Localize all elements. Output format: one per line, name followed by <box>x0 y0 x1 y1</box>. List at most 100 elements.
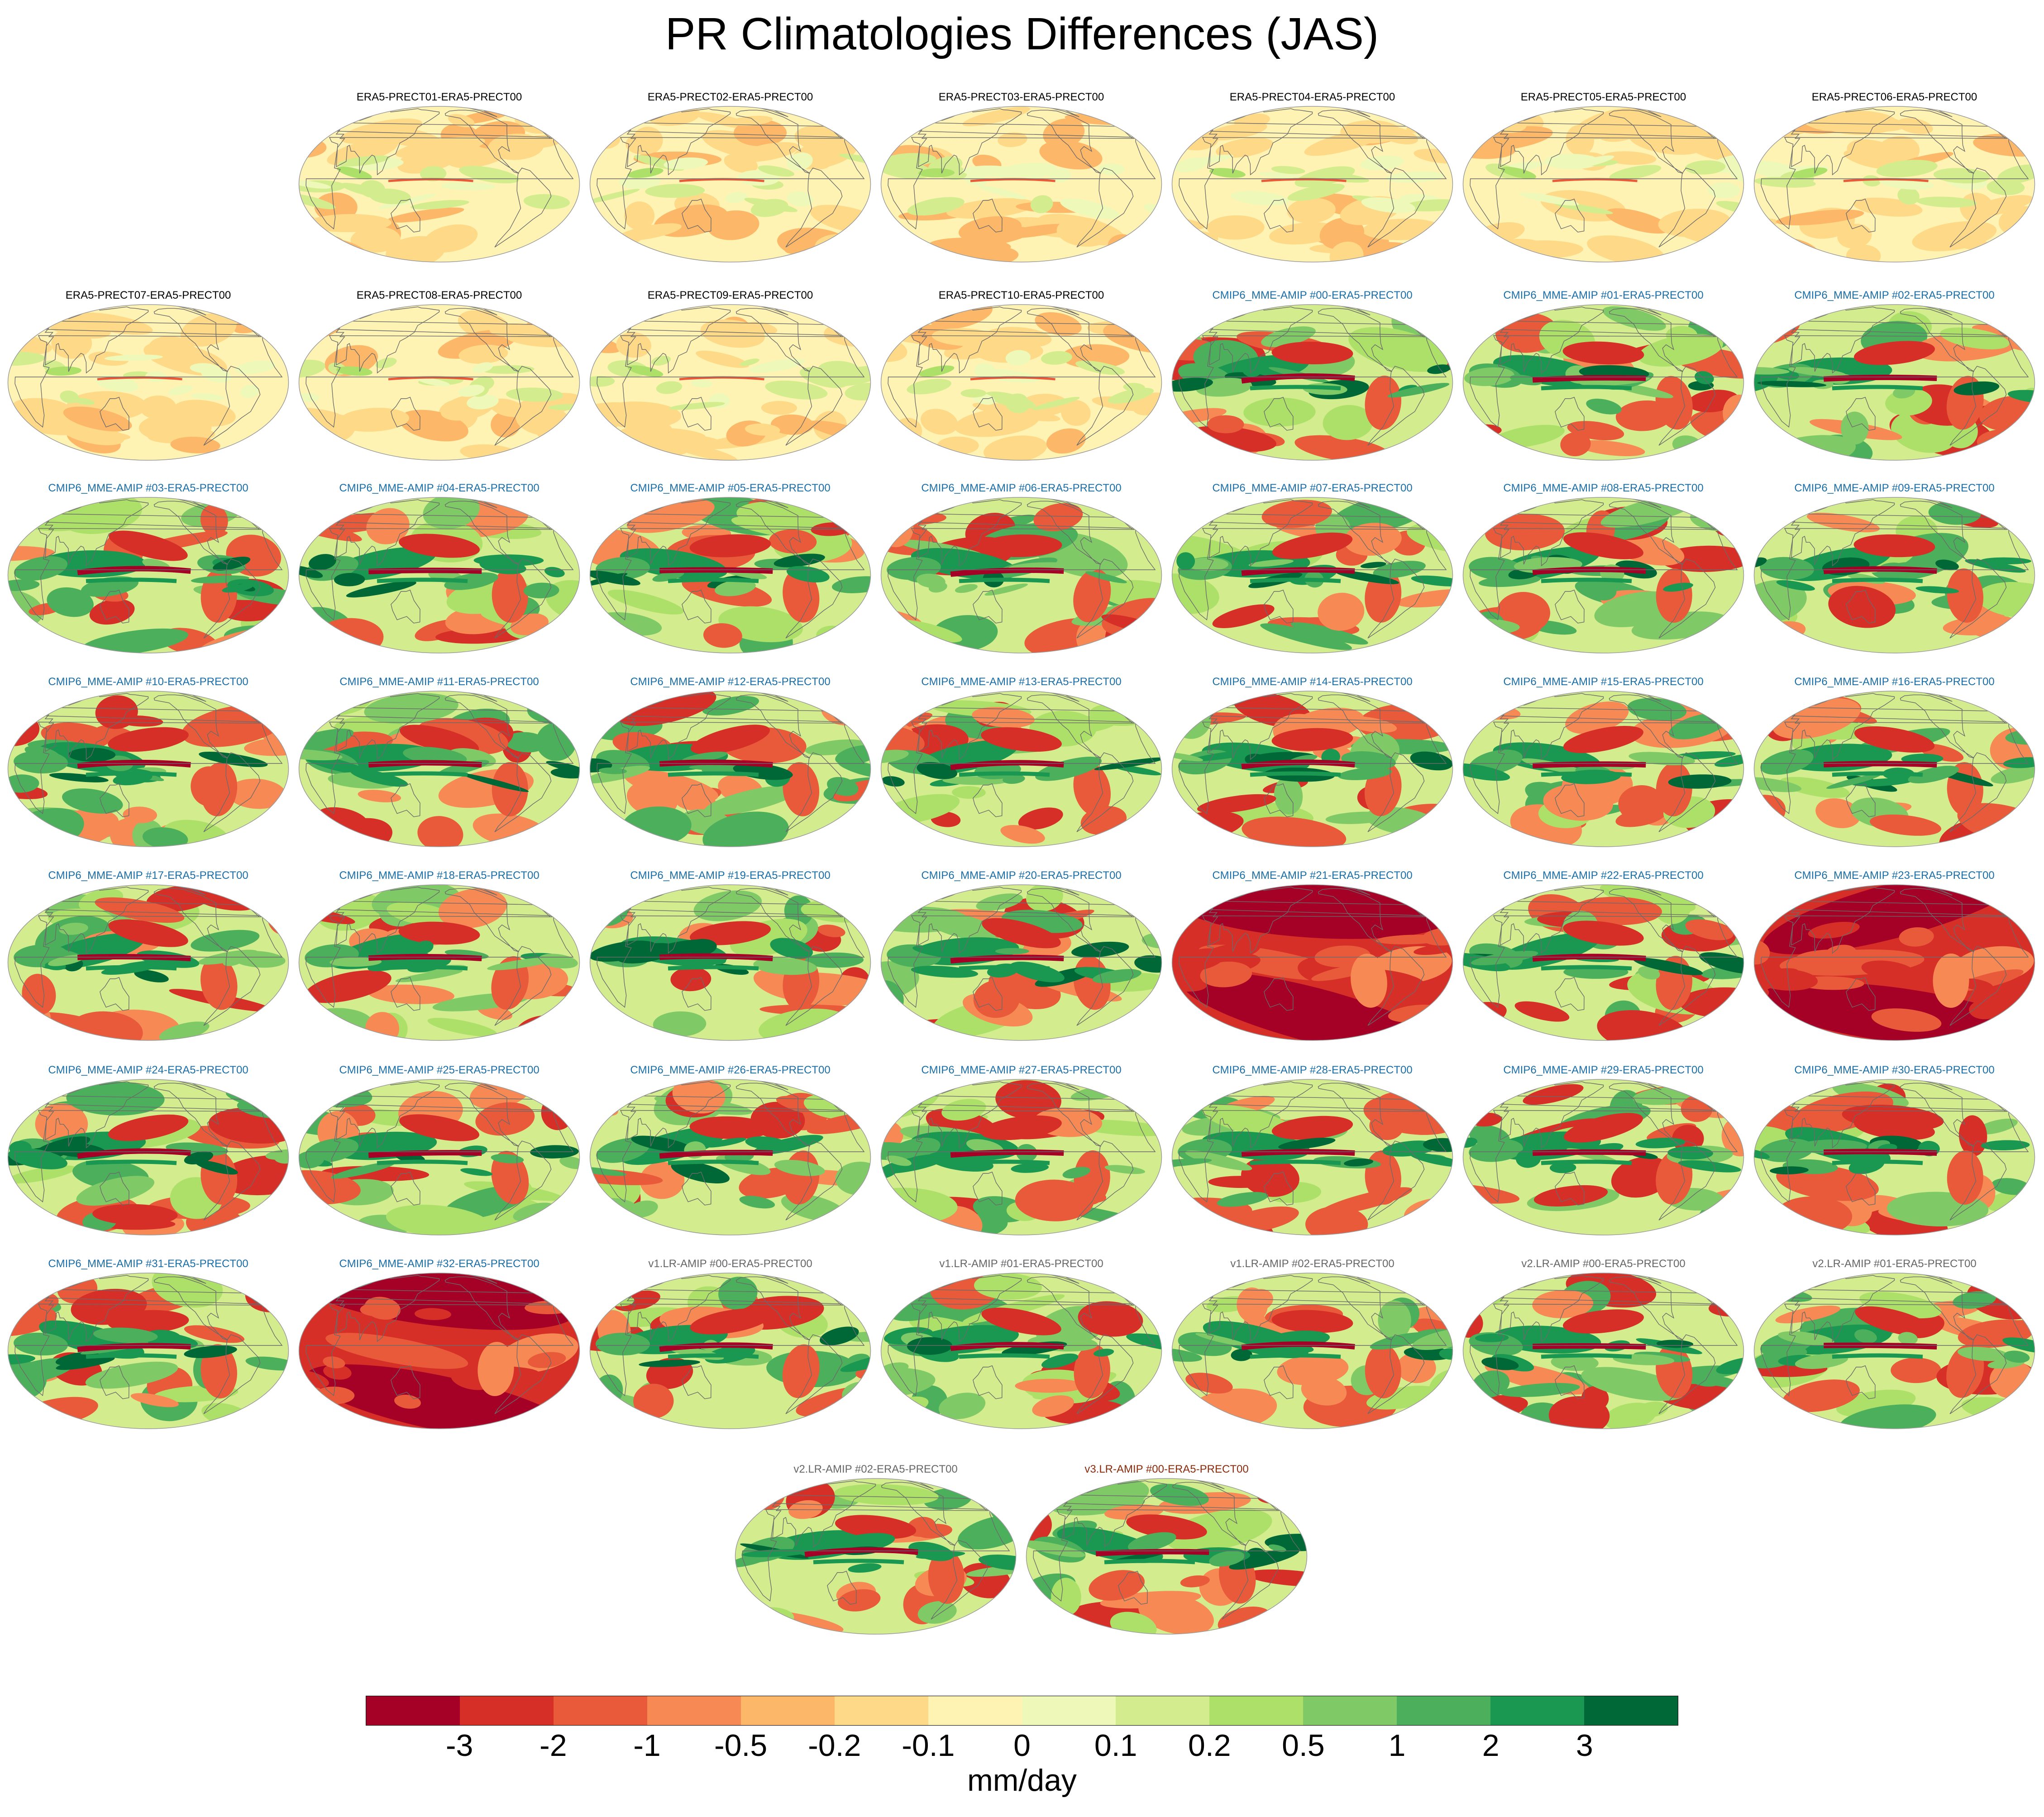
mid-latitude-anomaly <box>995 1080 1061 1120</box>
coastline <box>735 694 810 758</box>
coastline <box>1367 558 1425 639</box>
coastline <box>391 1171 420 1206</box>
itcz-band <box>368 760 482 768</box>
itcz-band <box>679 178 764 182</box>
panel-title: ERA5-PRECT07-ERA5-PRECT00 <box>65 289 231 301</box>
mid-latitude-anomaly <box>590 904 608 926</box>
map-plot <box>1171 691 1453 847</box>
oceanic-dry-patch <box>180 313 237 347</box>
coastline <box>1555 977 1585 1011</box>
coastline <box>735 1083 810 1147</box>
mid-latitude-anomaly <box>227 778 287 809</box>
mid-latitude-anomaly <box>1323 405 1373 440</box>
itcz-band <box>950 1149 1064 1158</box>
map-border <box>298 304 580 461</box>
southern-wet-band <box>1832 385 1923 391</box>
mid-latitude-anomaly <box>386 1205 492 1235</box>
colorbar-swatch <box>460 1696 554 1725</box>
north-pacific-dry-region <box>1126 1514 1207 1540</box>
panel-title: v1.LR-AMIP #00-ERA5-PRECT00 <box>648 1258 812 1270</box>
mid-latitude-anomaly <box>59 922 88 935</box>
itcz-band <box>659 1149 773 1159</box>
mid-latitude-anomaly <box>1660 545 1744 572</box>
tropical-wet-patch <box>684 939 717 956</box>
map-border <box>1171 497 1453 653</box>
tropical-wet-patch <box>1209 1550 1245 1567</box>
oceanic-dry-patch <box>998 132 1027 148</box>
mid-latitude-anomaly <box>1018 807 1063 830</box>
coastline <box>306 137 574 229</box>
coastline <box>973 783 1003 817</box>
tropical-wet-patch <box>1186 558 1229 571</box>
tropical-wet-patch <box>1754 1347 1807 1369</box>
map-panel: CMIP6_MME-AMIP #06-ERA5-PRECT00 <box>880 482 1163 656</box>
dry-patch <box>1871 1008 1942 1032</box>
itcz-band <box>1241 1149 1355 1157</box>
coastline <box>494 1334 552 1414</box>
mid-latitude-anomaly <box>1378 1091 1433 1110</box>
panel-title: v1.LR-AMIP #02-ERA5-PRECT00 <box>1230 1258 1395 1270</box>
coastline <box>1658 558 1716 639</box>
mid-latitude-anomaly <box>1782 1379 1860 1412</box>
map-border <box>1462 304 1744 461</box>
colorbar-tick-label: 0 <box>1013 1728 1031 1763</box>
coastline <box>597 528 865 620</box>
tropical-wet-patch <box>1189 749 1260 762</box>
itcz-band <box>1532 761 1646 768</box>
coastline <box>14 915 283 1008</box>
panel-title: CMIP6_MME-AMIP #20-ERA5-PRECT00 <box>921 869 1122 882</box>
map-panel: v2.LR-AMIP #02-ERA5-PRECT00 <box>734 1463 1017 1637</box>
panel-title: ERA5-PRECT05-ERA5-PRECT00 <box>1520 91 1686 103</box>
coastline <box>1555 1365 1585 1399</box>
mid-latitude-anomaly <box>735 1495 752 1517</box>
coastline <box>1076 558 1134 639</box>
tropical-wet-patch <box>916 1551 965 1559</box>
panel-title: v1.LR-AMIP #01-ERA5-PRECT00 <box>939 1258 1103 1270</box>
southern-wet-band <box>1541 577 1632 583</box>
map-panel: CMIP6_MME-AMIP #08-ERA5-PRECT00 <box>1462 482 1745 656</box>
tropical-wet-patch <box>491 1154 524 1164</box>
coastline <box>1470 137 1738 229</box>
dry-patch <box>1414 944 1453 955</box>
map-panel: CMIP6_MME-AMIP #03-ERA5-PRECT00 <box>7 482 290 656</box>
panel-title: CMIP6_MME-AMIP #16-ERA5-PRECT00 <box>1794 676 1995 688</box>
tropical-wet-patch <box>955 584 978 593</box>
coastline <box>1555 589 1585 624</box>
coastline <box>444 1276 519 1340</box>
tropical-wet-patch <box>346 581 416 598</box>
tropical-wet-patch <box>590 570 640 586</box>
map-panel: CMIP6_MME-AMIP #27-ERA5-PRECT00 <box>880 1063 1163 1238</box>
coastline <box>100 589 129 624</box>
tropical-wet-patch <box>334 572 365 587</box>
colorbar-tick-label: 2 <box>1482 1728 1500 1763</box>
coastline <box>1900 501 1974 565</box>
coastline <box>203 1334 261 1414</box>
southern-wet-band <box>1250 771 1341 777</box>
coastline <box>735 1276 810 1340</box>
tropical-wet-patch <box>460 1168 493 1176</box>
coastline <box>153 308 228 372</box>
tropical-wet-patch <box>1011 1163 1049 1173</box>
tropical-wet-patch <box>1174 157 1208 172</box>
tropical-wet-patch <box>1287 183 1345 201</box>
coastline <box>1555 396 1585 431</box>
map-border <box>7 497 289 653</box>
mid-latitude-anomaly <box>1217 1192 1268 1207</box>
southern-wet-band <box>668 771 759 777</box>
oceanic-dry-patch <box>1837 224 1872 248</box>
mid-latitude-anomaly <box>1543 784 1613 821</box>
itcz-band <box>1532 954 1646 962</box>
mid-latitude-anomaly <box>1246 1569 1307 1587</box>
tropical-wet-patch <box>979 186 1027 200</box>
panel-title: CMIP6_MME-AMIP #17-ERA5-PRECT00 <box>48 869 248 882</box>
tropical-wet-patch <box>1094 757 1162 770</box>
tropical-wet-patch <box>1172 377 1213 392</box>
map-panel: ERA5-PRECT05-ERA5-PRECT00 <box>1462 91 1745 265</box>
mid-latitude-anomaly <box>95 695 138 729</box>
tropical-wet-patch <box>1609 165 1662 181</box>
south-america-dry-region <box>1365 1344 1401 1398</box>
oceanic-dry-patch <box>140 396 177 420</box>
oceanic-dry-patch <box>489 323 542 338</box>
coastline <box>14 721 283 814</box>
map-border <box>7 1273 289 1429</box>
